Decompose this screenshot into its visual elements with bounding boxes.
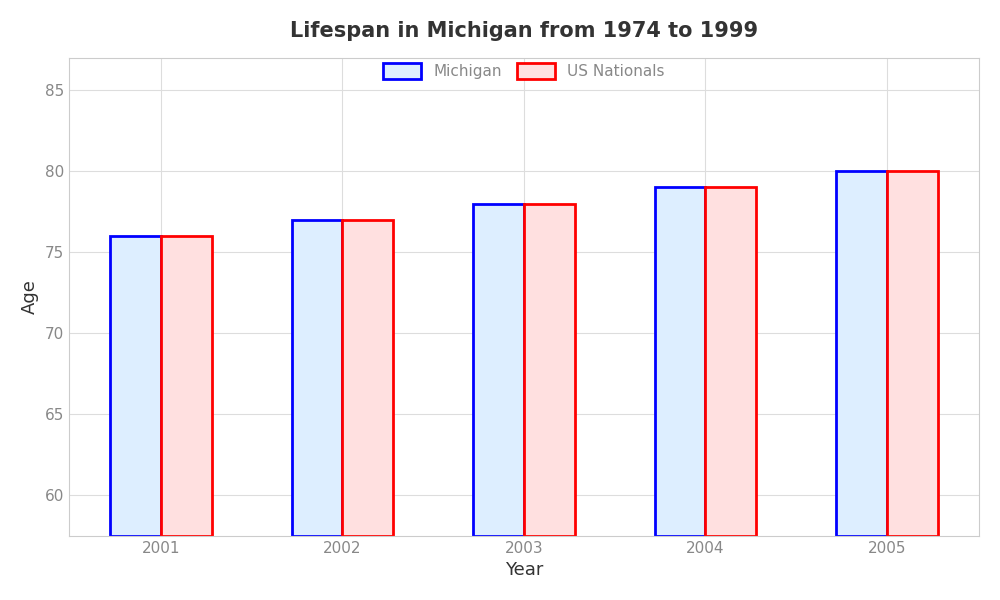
Title: Lifespan in Michigan from 1974 to 1999: Lifespan in Michigan from 1974 to 1999 bbox=[290, 21, 758, 41]
Bar bbox=[705, 187, 756, 536]
Bar bbox=[655, 187, 705, 536]
Bar bbox=[342, 220, 393, 536]
Bar bbox=[161, 236, 212, 536]
Bar bbox=[110, 236, 161, 536]
Y-axis label: Age: Age bbox=[21, 279, 39, 314]
Legend: Michigan, US Nationals: Michigan, US Nationals bbox=[375, 56, 673, 87]
Bar bbox=[473, 203, 524, 536]
Bar bbox=[292, 220, 342, 536]
Bar bbox=[887, 171, 938, 536]
X-axis label: Year: Year bbox=[505, 561, 543, 579]
Bar bbox=[524, 203, 575, 536]
Bar bbox=[836, 171, 887, 536]
